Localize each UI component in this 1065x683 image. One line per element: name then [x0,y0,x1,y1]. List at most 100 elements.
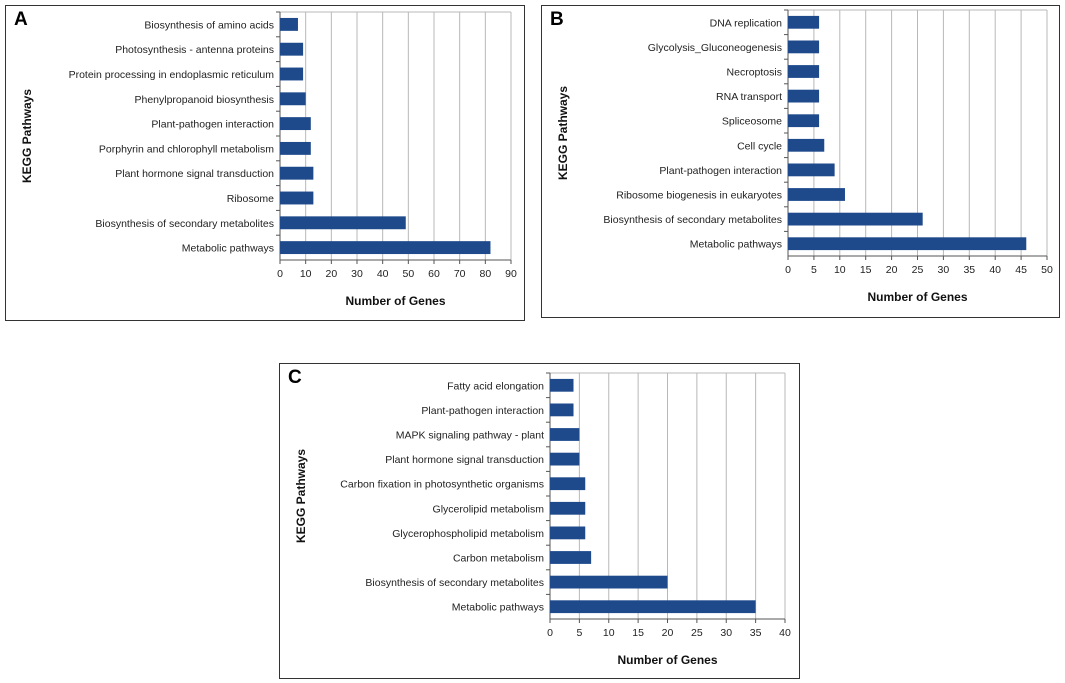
category-label: MAPK signaling pathway - plant [396,430,544,442]
bar [550,501,586,515]
x-tick-label: 15 [860,264,872,276]
x-tick-label: 35 [963,264,975,276]
x-tick-label: 0 [785,264,791,276]
category-label: Metabolic pathways [452,602,544,614]
category-label: Protein processing in endoplasmic reticu… [69,69,275,81]
category-label: Photosynthesis - antenna proteins [115,44,274,56]
x-tick-label: 10 [603,627,615,639]
x-axis-title: Number of Genes [617,653,717,667]
y-axis-title: KEGG Pathways [294,449,308,543]
x-tick-label: 35 [750,627,762,639]
x-tick-label: 30 [351,268,363,280]
bar [788,163,835,177]
bar [550,526,586,540]
category-label: Plant-pathogen interaction [151,119,274,131]
category-label: Porphyrin and chlorophyll metabolism [99,143,274,155]
category-label: Cell cycle [737,140,782,152]
x-tick-label: 60 [428,268,440,280]
bar [280,141,311,155]
bar [280,241,491,255]
x-tick-label: 30 [720,627,732,639]
bar [280,117,311,131]
category-label: Spliceosome [722,116,782,128]
x-tick-label: 50 [1041,264,1053,276]
x-tick-label: 10 [300,268,312,280]
x-tick-label: 40 [377,268,389,280]
bar-chart-c: 0 5 10 15 20 25 30 35 40 Fatty acid elongation Pla… [294,372,791,667]
x-tick-label: 80 [479,268,491,280]
bar [280,67,304,81]
category-label: Biosynthesis of amino acids [144,19,274,31]
category-label: Ribosome biogenesis in eukaryotes [616,190,782,202]
y-axis-title: KEGG Pathways [20,89,34,183]
x-tick-label: 20 [325,268,337,280]
bar [550,477,586,491]
x-tick-label: 0 [277,268,283,280]
bar [280,191,314,205]
category-label: RNA transport [716,91,782,103]
bar [550,551,592,564]
x-tick-label: 20 [662,627,674,639]
bar [280,17,298,31]
y-axis-title: KEGG Pathways [556,86,570,180]
x-axis-title: Number of Genes [867,290,967,304]
bar [788,40,820,54]
category-label: Biosynthesis of secondary metabolites [603,214,782,226]
x-tick-label: 15 [632,627,644,639]
bar [550,378,574,392]
bar [280,216,406,230]
bar [788,114,820,128]
chart-panel-b: B 0 5 10 15 20 25 30 35 40 45 50 DNA replication Gly… [541,5,1060,318]
category-label: Biosynthesis of secondary metabolites [95,218,274,230]
x-tick-label: 50 [402,268,414,280]
x-tick-label: 40 [779,627,791,639]
bar [788,237,1027,251]
category-label: Metabolic pathways [182,243,274,255]
bar [788,138,825,152]
category-label: Glycerolipid metabolism [433,503,545,515]
bar [788,89,820,103]
x-tick-label: 10 [834,264,846,276]
bar [550,452,580,466]
category-label: Fatty acid elongation [447,380,544,392]
panel-label: A [14,9,28,30]
chart-panel-a: A 0 10 20 30 40 50 60 70 80 90 Biosynthesis of ami… [5,5,525,321]
bar [788,15,820,29]
category-label: Carbon fixation in photosynthetic organi… [340,479,544,491]
category-label: Necroptosis [727,67,782,79]
x-tick-label: 45 [1015,264,1027,276]
x-tick-label: 25 [912,264,924,276]
x-tick-label: 5 [576,627,582,639]
x-tick-label: 40 [989,264,1001,276]
category-label: Plant hormone signal transduction [115,168,274,180]
x-axis-title: Number of Genes [345,294,445,308]
bar [550,575,668,589]
bar [550,403,574,417]
category-label: DNA replication [710,17,783,29]
bar-chart-a: 0 10 20 30 40 50 60 70 80 90 Biosynthesis of amino… [20,11,517,308]
panel-label: B [550,9,564,30]
bar [280,166,314,180]
chart-panel-c: C 0 5 10 15 20 25 30 35 40 Fatty acid elongation P… [279,363,800,679]
category-label: Carbon metabolism [453,553,544,565]
bar-chart-b: 0 5 10 15 20 25 30 35 40 45 50 DNA replication Glyco… [556,9,1053,304]
category-label: Phenylpropanoid biosynthesis [134,94,274,106]
x-tick-label: 5 [811,264,817,276]
bar [788,188,845,201]
category-label: Metabolic pathways [690,239,782,251]
bar [550,600,756,614]
panel-label: C [288,367,302,388]
category-label: Biosynthesis of secondary metabolites [365,577,544,589]
category-label: Plant-pathogen interaction [421,405,544,417]
category-label: Ribosome [227,193,274,205]
category-label: Glycolysis_Gluconeogenesis [648,42,782,54]
x-tick-label: 25 [691,627,703,639]
x-tick-label: 90 [505,268,517,280]
x-tick-label: 20 [886,264,898,276]
bar [550,428,580,441]
category-label: Plant hormone signal transduction [385,454,544,466]
x-tick-label: 0 [547,627,553,639]
bar [280,92,306,106]
bar [788,212,923,226]
bar [280,42,304,56]
